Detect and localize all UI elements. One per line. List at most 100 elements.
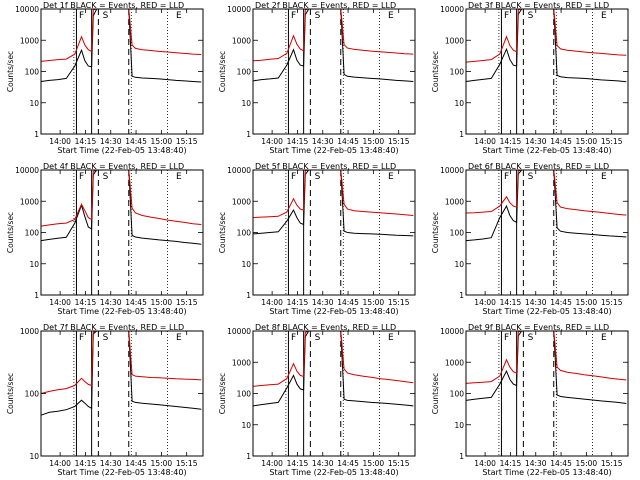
panel-9-y-tick-label: 10000 [440,327,464,336]
panel-2-x-tick-label: 15:15 [388,137,410,146]
panel-2-x-tick-label: 14:45 [337,137,359,146]
panel-3-x-tick-label: 14:00 [474,137,496,146]
panel-5-marker-s: S [315,172,321,182]
panel-3-marker-s: S [528,11,534,21]
panel-8-x-tick-label: 14:30 [312,459,334,468]
panel-8-x-tick-label: 15:00 [363,459,385,468]
panel-7-x-axis-label: Start Time (22-Feb-05 13:48:40) [57,468,186,477]
panel-6-x-tick-label: 14:00 [474,298,496,307]
panel-4-marker-f: F [79,172,84,182]
panel-5-x-tick-label: 15:15 [388,298,410,307]
panel-2-y-tick-label: 1000 [232,36,251,45]
panel-1-y-tick-label: 100 [25,68,40,77]
panel-5-x-tick-label: 14:15 [287,298,309,307]
panel-7-y-tick-label: 10 [29,452,39,461]
panel-6-y-tick-label: 10 [454,260,464,269]
panel-9-y-tick-label: 10 [454,421,464,430]
panel-4-y-tick-label: 10000 [15,166,39,175]
panel-2-y-tick-label: 1 [246,130,251,139]
panel-9-marker-e: E [601,333,607,343]
panel-6-x-tick-label: 14:45 [550,298,572,307]
panel-9-title: Det 9f BLACK = Events, RED = LLD [468,323,609,332]
panel-4-marker-e: E [176,172,182,182]
panel-2-y-tick-label: 100 [237,68,252,77]
panel-9-x-tick-label: 14:15 [500,459,522,468]
panel-1-x-tick-label: 14:15 [75,137,97,146]
panel-2-x-tick-label: 14:30 [312,137,334,146]
panel-9-x-tick-label: 14:00 [474,459,496,468]
panel-1-x-tick-label: 15:00 [151,137,173,146]
panel-2-x-tick-label: 14:15 [287,137,309,146]
panel-8-marker-s: S [315,333,321,343]
panel-2-y-tick-label: 10 [241,99,251,108]
panel-3-y-tick-label: 10000 [440,5,464,14]
panel-8-x-tick-label: 14:45 [337,459,359,468]
panel-6-title: Det 6f BLACK = Events, RED = LLD [468,162,609,171]
panel-7-y-tick-label: 100 [25,390,40,399]
panel-4-x-tick-label: 15:00 [151,298,173,307]
panel-9-y-tick-label: 1 [459,452,464,461]
panel-4-x-axis-label: Start Time (22-Feb-05 13:48:40) [57,307,186,316]
panel-4-x-tick-label: 15:15 [176,298,198,307]
panel-7-marker-e: E [176,333,182,343]
panel-8-y-tick-label: 1000 [232,358,251,367]
panel-5-y-tick-label: 10 [241,260,251,269]
panel-5-x-tick-label: 14:00 [261,298,283,307]
panel-4-x-tick-label: 14:15 [75,298,97,307]
panel-1-marker-e: E [176,11,182,21]
panel-4-y-tick-label: 1 [34,291,39,300]
panel-8-title: Det 8f BLACK = Events, RED = LLD [255,323,396,332]
panel-2-marker-f: F [291,11,296,21]
panel-3-y-tick-label: 1 [459,130,464,139]
panel-9-y-tick-label: 100 [450,390,465,399]
panel-7-x-tick-label: 14:00 [49,459,71,468]
panel-7-title: Det 7f BLACK = Events, RED = LLD [43,323,184,332]
panel-3-x-tick-label: 14:15 [500,137,522,146]
panel-6-y-tick-label: 1 [459,291,464,300]
panel-2-marker-e: E [388,11,394,21]
panel-3-y-tick-label: 10 [454,99,464,108]
panel-1-marker-s: S [103,11,109,21]
panel-6-marker-s: S [528,172,534,182]
panel-5-y-tick-label: 1000 [232,197,251,206]
panel-5-y-tick-label: 10000 [227,166,251,175]
panel-6-y-tick-label: 100 [450,229,465,238]
panel-5-y-axis-label: Counts/sec [218,212,227,253]
panel-6-y-axis-label: Counts/sec [431,212,440,253]
panel-5-x-tick-label: 14:45 [337,298,359,307]
panel-4-marker-s: S [103,172,109,182]
panel-9-marker-s: S [528,333,534,343]
panel-3-y-axis-label: Counts/sec [431,51,440,92]
panel-7-marker-s: S [103,333,109,343]
panel-6-y-tick-label: 10000 [440,166,464,175]
panel-2-x-tick-label: 15:00 [363,137,385,146]
panel-7-y-axis-label: Counts/sec [6,373,15,414]
panel-2-x-axis-label: Start Time (22-Feb-05 13:48:40) [269,146,398,155]
panel-7-x-tick-label: 14:30 [100,459,122,468]
panel-8-x-tick-label: 15:15 [388,459,410,468]
panel-6-x-tick-label: 15:15 [601,298,623,307]
panel-8-y-tick-label: 10 [241,421,251,430]
panel-3-x-tick-label: 15:00 [576,137,598,146]
panel-4-x-tick-label: 14:30 [100,298,122,307]
panel-4-y-tick-label: 100 [25,229,40,238]
panel-1-x-tick-label: 14:00 [49,137,71,146]
panel-5-y-tick-label: 1 [246,291,251,300]
panel-5-y-tick-label: 100 [237,229,252,238]
panel-9-x-tick-label: 14:45 [550,459,572,468]
panel-6-x-tick-label: 14:15 [500,298,522,307]
panel-4-x-tick-label: 14:00 [49,298,71,307]
panel-1-y-tick-label: 1000 [20,36,39,45]
panel-3-y-tick-label: 100 [450,68,465,77]
panel-7-marker-f: F [79,333,84,343]
panel-2-y-axis-label: Counts/sec [218,51,227,92]
panel-1-x-tick-label: 15:15 [176,137,198,146]
panel-1-y-tick-label: 10 [29,99,39,108]
panel-7-x-tick-label: 15:00 [151,459,173,468]
